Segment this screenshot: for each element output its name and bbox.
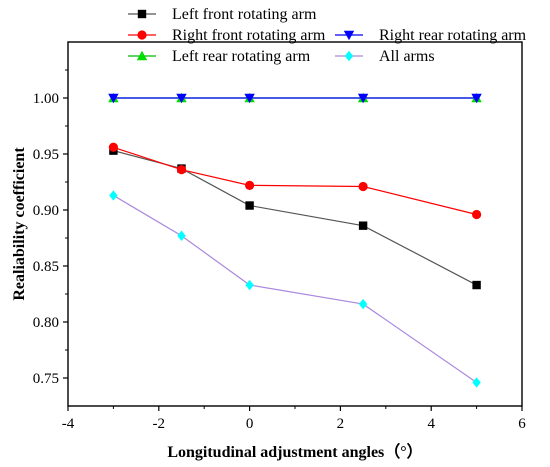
x-tick-label: -4 [62, 416, 75, 432]
x-tick-label: 4 [427, 416, 435, 432]
legend-swatch-marker [136, 50, 148, 61]
series-line [113, 194, 477, 383]
series-line [113, 150, 477, 286]
data-point [358, 221, 368, 230]
data-point [245, 279, 254, 291]
data-point [472, 280, 481, 290]
legend-swatch-marker [343, 30, 355, 41]
plot-frame [67, 41, 523, 407]
chart-legend: Left front rotating arm Right front rotat… [128, 6, 527, 65]
y-tick-label: 1.00 [33, 91, 59, 107]
data-point [109, 190, 118, 201]
legend-swatch-marker [137, 9, 147, 19]
legend-label: Right front rotating arm [172, 27, 326, 44]
y-tick-label: 0.95 [33, 147, 59, 163]
data-point [245, 201, 254, 210]
x-tick-label: 2 [337, 416, 345, 432]
data-point [357, 93, 369, 104]
legend-label: Left front rotating arm [172, 6, 317, 23]
data-point [176, 93, 187, 104]
y-tick-label: 0.85 [33, 259, 59, 275]
chart-series-lines [113, 97, 477, 383]
data-point [358, 298, 368, 310]
y-tick-label: 0.80 [33, 315, 59, 331]
y-tick-label: 0.75 [33, 371, 59, 387]
chart-axes: -4 -2 0 2 4 6 0.75 0.80 0.85 0.90 0.95 1.00 [33, 41, 526, 432]
series-line [113, 146, 477, 216]
chart-series-markers [108, 92, 482, 388]
legend-label: Left rear rotating arm [172, 48, 311, 65]
x-axis-title: Longitudinal adjustment angles（°） [167, 443, 422, 461]
x-tick-label: 0 [246, 416, 254, 432]
legend-swatch-marker [137, 30, 147, 40]
legend-label: Right rear rotating arm [379, 27, 527, 44]
y-tick-label: 0.90 [33, 203, 59, 219]
legend-label: All arms [379, 48, 435, 65]
data-point [358, 181, 368, 192]
data-point [245, 180, 255, 190]
data-point [108, 142, 118, 152]
data-point [108, 93, 119, 104]
data-point [472, 377, 481, 388]
data-point [176, 165, 187, 175]
y-axis-title: Realiability coefficient [11, 147, 28, 301]
data-point [244, 93, 255, 104]
x-tick-label: -2 [153, 416, 166, 432]
legend-swatch-marker [344, 50, 354, 62]
data-point [471, 93, 482, 104]
x-tick-label: 6 [518, 416, 526, 432]
data-point [177, 230, 186, 241]
data-point [472, 209, 482, 220]
